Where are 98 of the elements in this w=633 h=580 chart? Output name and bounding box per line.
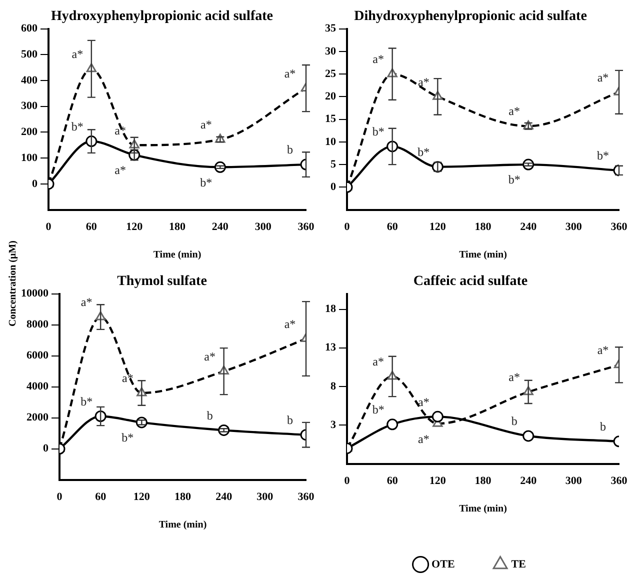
x-tick-label: 0 bbox=[344, 475, 350, 488]
annotation: a* bbox=[508, 370, 520, 384]
annotation: a* bbox=[72, 47, 84, 62]
x-tick-label: 300 bbox=[565, 475, 582, 488]
point bbox=[386, 418, 398, 430]
legend-label: OTE bbox=[432, 558, 455, 570]
y-tick-label: 10000 bbox=[21, 288, 49, 300]
annotation: a* bbox=[372, 354, 384, 369]
y-tick-label: 5 bbox=[330, 158, 336, 170]
y-tick-label: 8000 bbox=[26, 318, 49, 331]
x-tick-label: 180 bbox=[174, 491, 192, 504]
x-tick-label: 60 bbox=[386, 475, 398, 488]
y-tick-label: 6000 bbox=[26, 350, 49, 362]
annotation: a* bbox=[508, 104, 520, 118]
x-axis-title: Time (min) bbox=[459, 250, 507, 261]
annotation: b* bbox=[508, 172, 520, 187]
y-tick-label: 100 bbox=[21, 152, 38, 164]
annotation: a* bbox=[418, 394, 430, 409]
annotation: a* bbox=[284, 66, 296, 80]
annotation: b bbox=[600, 420, 606, 434]
legend-label: TE bbox=[511, 558, 526, 570]
chart-title: Dihydroxyphenylpropionic acid sulfate bbox=[354, 9, 587, 24]
y-tick-label: 30 bbox=[325, 45, 336, 58]
annotation: b bbox=[511, 414, 518, 428]
x-axis-title: Time (min) bbox=[459, 504, 507, 515]
x-tick-label: 0 bbox=[344, 221, 350, 234]
annotation: b bbox=[287, 142, 293, 157]
x-tick-label: 0 bbox=[56, 491, 63, 504]
chart-title: Thymol sulfate bbox=[117, 274, 207, 290]
y-axis-title: Concentration (µM) bbox=[8, 239, 18, 329]
annotation: b* bbox=[80, 394, 93, 408]
point bbox=[522, 430, 534, 442]
y-tick-label: 600 bbox=[21, 22, 38, 35]
x-tick-label: 180 bbox=[169, 221, 186, 234]
chart-title: Hydroxyphenylpropionic acid sulfate bbox=[51, 9, 273, 24]
annotation: b* bbox=[200, 175, 212, 190]
x-tick-label: 240 bbox=[212, 221, 229, 234]
annotation: a* bbox=[284, 316, 296, 331]
x-tick-label: 360 bbox=[298, 491, 315, 504]
x-tick-label: 240 bbox=[216, 491, 233, 504]
x-tick-label: 120 bbox=[429, 475, 446, 488]
annotation: a* bbox=[418, 432, 430, 446]
y-tick-label: 0 bbox=[330, 181, 336, 194]
annotation: a* bbox=[418, 74, 430, 89]
y-tick-label: 200 bbox=[21, 126, 38, 138]
annotation: a* bbox=[200, 118, 212, 132]
y-tick-label: 400 bbox=[21, 74, 38, 86]
x-tick-label: 120 bbox=[126, 221, 144, 234]
annotation: a* bbox=[114, 123, 126, 138]
annotation: b* bbox=[71, 119, 84, 134]
y-tick-label: 18 bbox=[325, 303, 336, 316]
point bbox=[432, 410, 444, 422]
y-tick-label: 0 bbox=[32, 178, 38, 190]
x-tick-label: 360 bbox=[298, 221, 315, 234]
y-tick-label: 15 bbox=[325, 113, 336, 126]
annotation: a* bbox=[372, 52, 384, 66]
y-tick-label: 2000 bbox=[26, 412, 49, 424]
x-tick-label: 60 bbox=[95, 491, 107, 504]
y-tick-label: 3 bbox=[330, 419, 336, 432]
x-tick-label: 60 bbox=[86, 221, 98, 234]
y-tick-label: 35 bbox=[325, 22, 336, 35]
x-tick-label: 300 bbox=[256, 491, 274, 504]
x-tick-label: 180 bbox=[474, 475, 492, 488]
y-tick-label: 10 bbox=[325, 136, 336, 148]
y-tick-label: 500 bbox=[21, 48, 38, 60]
y-tick-label: 13 bbox=[325, 342, 336, 354]
x-tick-label: 240 bbox=[520, 221, 538, 234]
x-axis-title: Time (min) bbox=[153, 250, 202, 261]
annotation: a* bbox=[80, 295, 92, 310]
annotation: b* bbox=[597, 148, 609, 163]
x-tick-label: 300 bbox=[254, 221, 272, 234]
x-tick-label: 120 bbox=[133, 491, 150, 504]
y-tick-label: 0 bbox=[43, 442, 49, 455]
x-tick-label: 120 bbox=[429, 221, 446, 234]
annotation: a* bbox=[597, 343, 609, 358]
annotation: b bbox=[206, 408, 213, 422]
x-tick-label: 240 bbox=[520, 475, 538, 488]
x-tick-label: 60 bbox=[386, 221, 398, 234]
annotation: b* bbox=[372, 402, 384, 417]
x-axis-title: Time (min) bbox=[158, 520, 207, 531]
x-tick-label: 360 bbox=[610, 221, 628, 234]
annotation: a* bbox=[204, 349, 216, 364]
y-tick-label: 4000 bbox=[26, 380, 49, 393]
x-tick-label: 360 bbox=[610, 475, 628, 488]
annotation: a* bbox=[597, 70, 609, 84]
y-tick-label: 8 bbox=[330, 380, 336, 392]
y-tick-label: 20 bbox=[325, 90, 336, 103]
x-tick-label: 180 bbox=[474, 221, 492, 234]
chart-title: Caffeic acid sulfate bbox=[413, 274, 528, 290]
annotation: b* bbox=[122, 430, 134, 445]
x-tick-label: 300 bbox=[565, 221, 582, 234]
annotation: b* bbox=[418, 144, 430, 159]
annotation: b bbox=[287, 413, 293, 428]
annotation: a* bbox=[122, 371, 134, 386]
annotation: a* bbox=[114, 163, 126, 178]
annotation: b* bbox=[372, 124, 384, 139]
y-tick-label: 25 bbox=[325, 68, 336, 80]
y-tick-label: 300 bbox=[21, 100, 38, 112]
